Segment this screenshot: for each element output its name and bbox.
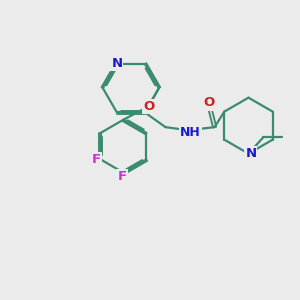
Text: N: N (111, 57, 122, 70)
Text: NH: NH (180, 126, 201, 139)
Text: O: O (143, 100, 154, 113)
Text: O: O (204, 97, 215, 110)
Text: F: F (92, 153, 101, 166)
Text: F: F (118, 170, 127, 183)
Text: N: N (245, 147, 256, 160)
